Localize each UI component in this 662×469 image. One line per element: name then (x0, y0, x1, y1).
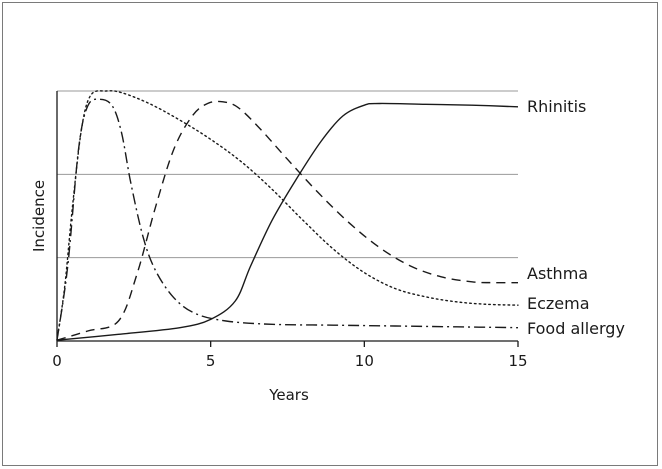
series-label-eczema: Eczema (527, 294, 590, 313)
series-layer (56, 90, 519, 341)
y-axis-title: Incidence (30, 180, 48, 252)
x-tick-label: 15 (508, 352, 527, 370)
series-line-eczema (56, 90, 519, 341)
series-line-rhinitis (56, 102, 519, 341)
series-label-asthma: Asthma (527, 264, 588, 283)
series-line-food-allergy (56, 98, 519, 341)
series-line-asthma (56, 100, 519, 341)
series-label-rhinitis: Rhinitis (527, 97, 586, 116)
x-tick-label: 10 (355, 352, 374, 370)
x-tick-label: 0 (52, 352, 62, 370)
x-axis-title: Years (268, 386, 309, 404)
series-label-food-allergy: Food allergy (527, 319, 625, 338)
grid-layer (57, 90, 518, 259)
axis-layer: 0 5 10 15 (52, 91, 528, 370)
x-tick-label: 5 (206, 352, 216, 370)
